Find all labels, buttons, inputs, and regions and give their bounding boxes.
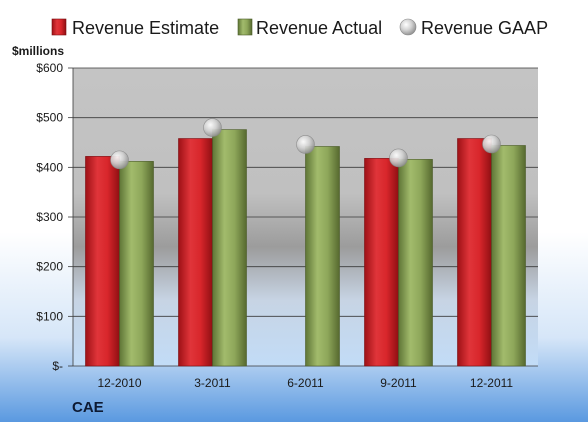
marker-revenue-gaap [110,150,129,170]
bar-revenue-estimate [457,138,492,367]
bar-revenue-actual [398,159,433,367]
bar-revenue-estimate [178,138,213,367]
legend-swatch-revenue-estimate [51,18,67,36]
legend-swatch-revenue-actual [237,18,253,36]
x-tick-label: 9-2011 [380,376,417,390]
x-tick-label: 6-2011 [287,376,324,390]
legend-label-revenue-actual: Revenue Actual [256,18,382,38]
y-tick-label: $200 [36,260,63,274]
legend: Revenue Estimate Revenue Actual Revenue … [51,18,548,38]
legend-label-revenue-gaap: Revenue GAAP [421,18,548,38]
x-tick-label: 12-2011 [470,376,513,390]
bar-revenue-estimate [364,158,399,367]
y-tick-label: $100 [36,309,63,323]
marker-revenue-gaap [296,135,315,154]
bar-revenue-actual [491,145,526,367]
y-tick-label: $400 [36,160,63,174]
legend-label-revenue-estimate: Revenue Estimate [72,18,219,38]
y-axis: $- $100 $200 $300 $400 $500 $600 [36,61,74,373]
marker-revenue-gaap [203,118,222,137]
y-tick-label: $500 [36,111,63,125]
x-tick-label: 12-2010 [97,376,141,390]
bar-revenue-actual [212,129,247,367]
bar-revenue-actual [119,161,154,367]
marker-revenue-gaap [482,134,501,154]
unit-label: $millions [12,44,64,58]
marker-revenue-gaap [389,148,408,168]
company-label: CAE [72,399,104,416]
y-tick-label: $300 [36,210,63,224]
bar-revenue-estimate [85,156,120,367]
x-axis: 12-2010 3-2011 6-2011 9-2011 12-2011 [97,376,513,390]
bar-revenue-actual [305,146,340,367]
x-tick-label: 3-2011 [194,376,231,390]
legend-marker-revenue-gaap [399,18,417,36]
y-tick-label: $600 [36,61,63,75]
bars [85,129,526,367]
gaap-markers [110,118,501,170]
y-tick-label: $- [52,359,63,373]
